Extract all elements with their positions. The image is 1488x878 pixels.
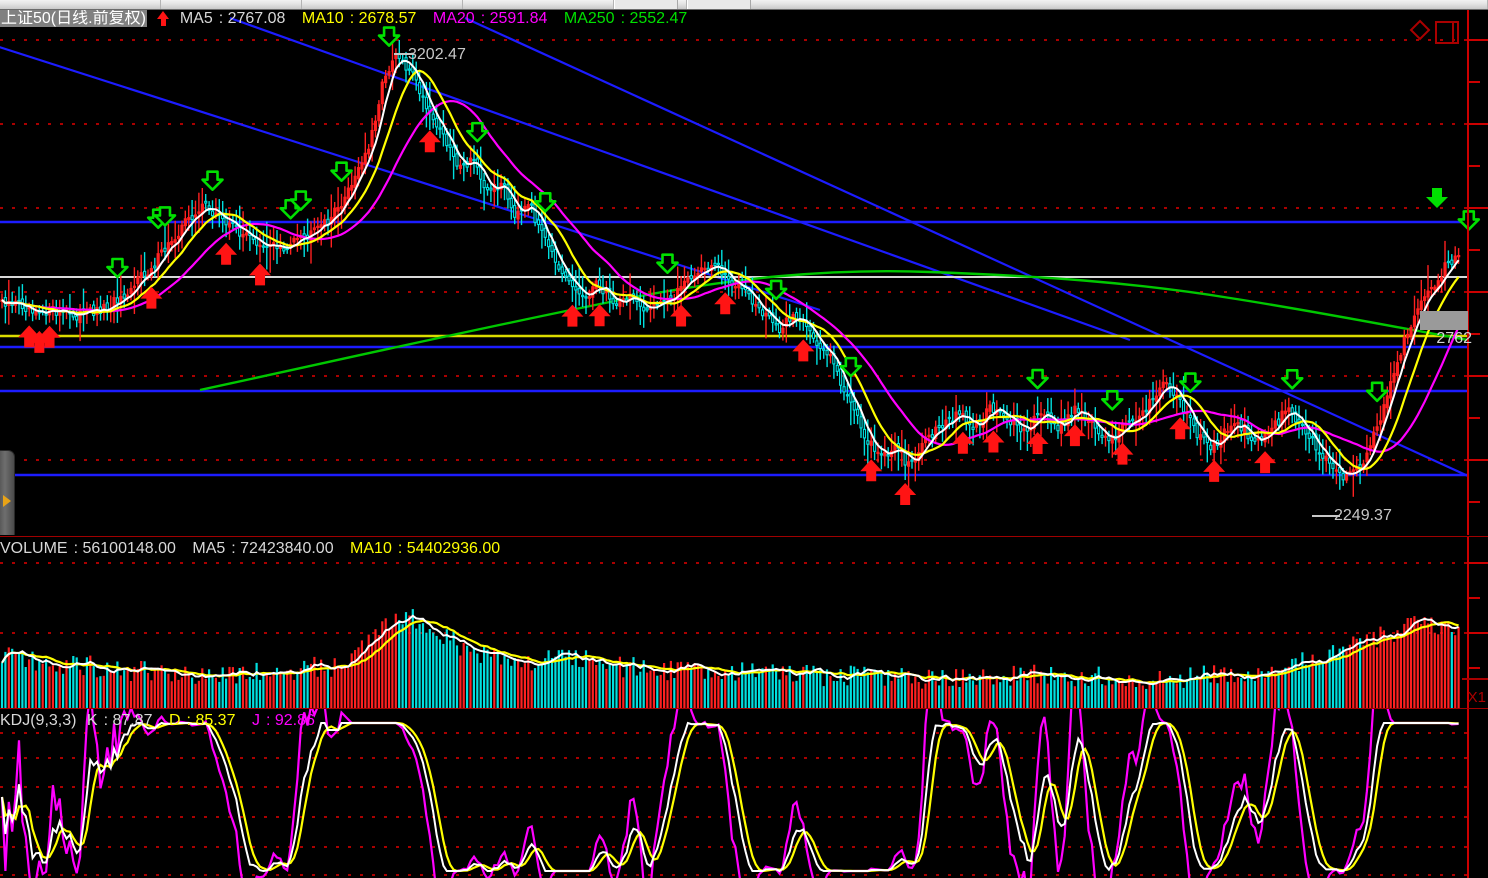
ma20-line [1, 99, 1460, 453]
kdj-d-line [0, 721, 1459, 873]
last-price-label: 2762 [1436, 330, 1472, 347]
swing-low-label: 2249.37 [1334, 507, 1392, 524]
toolbar-segment[interactable] [0, 0, 161, 9]
last-price-marker [1420, 311, 1468, 330]
kdj-chart-canvas[interactable] [0, 709, 1488, 878]
kdj-j-line [0, 709, 1459, 878]
toolbar-button[interactable] [614, 0, 678, 9]
toolbar-segment[interactable] [302, 0, 463, 9]
volume-bar-series [0, 609, 1460, 708]
signal-arrows [18, 26, 1481, 506]
toolbar-button[interactable] [687, 0, 751, 9]
axis-ticks [1468, 562, 1488, 669]
grid-lines [0, 732, 1468, 876]
volume-chart-panel[interactable]: VOLUME: 56100148.00 MA5: 72423840.00 MA1… [0, 536, 1488, 708]
split-window-icon[interactable] [1435, 21, 1459, 44]
volume-ma10-line [1, 619, 1459, 684]
grid-lines [0, 39, 1468, 461]
volume-scale-label[interactable]: X1 [1467, 689, 1486, 706]
volume-ma5-line [1, 614, 1459, 686]
diamond-icon[interactable] [1409, 19, 1431, 41]
toolbar-segment[interactable] [751, 0, 1488, 9]
ma5-line [1, 59, 1460, 475]
swing-high-label: 3202.47 [408, 46, 466, 63]
toolbar-segment[interactable] [161, 0, 302, 9]
kdj-k-line [1, 721, 1459, 873]
top-toolbar[interactable] [0, 0, 1488, 10]
axis-ticks [1468, 39, 1488, 503]
left-panel-expand-handle[interactable] [0, 450, 15, 535]
volume-chart-canvas[interactable] [0, 537, 1488, 708]
ma10-line [1, 69, 1460, 471]
price-chart-panel[interactable]: 上证50(日线.前复权) MA5: 2767.08 MA10: 2678.57 … [0, 10, 1488, 535]
price-chart-canvas[interactable] [0, 10, 1488, 535]
trend-channel-lines [0, 16, 1468, 478]
ma250-line [199, 269, 1469, 392]
toolbar-separator [678, 0, 687, 9]
toolbar-segment[interactable] [463, 0, 614, 9]
grid-lines [0, 562, 1468, 634]
kdj-chart-panel[interactable]: KDJ(9,3,3) K: 87.87 D: 85.37 J: 92.86 [0, 708, 1488, 878]
